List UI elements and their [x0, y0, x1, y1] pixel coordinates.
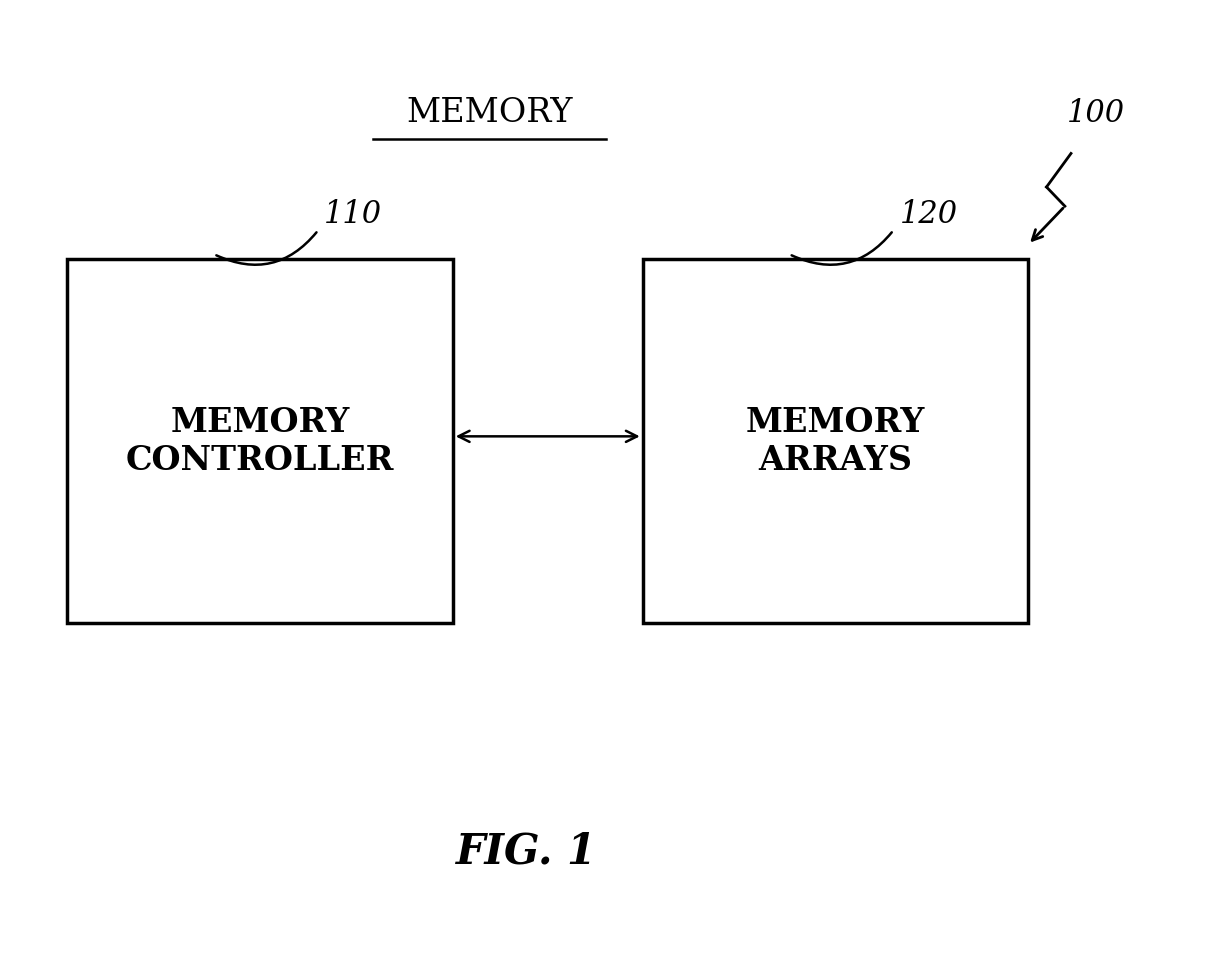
- Text: 120: 120: [900, 199, 957, 230]
- Text: FIG. 1: FIG. 1: [455, 830, 597, 873]
- Text: MEMORY: MEMORY: [406, 98, 573, 129]
- Text: MEMORY
ARRAYS: MEMORY ARRAYS: [745, 406, 925, 477]
- Text: 110: 110: [324, 199, 382, 230]
- Text: MEMORY
CONTROLLER: MEMORY CONTROLLER: [126, 406, 394, 477]
- Bar: [643, 259, 1028, 623]
- Text: 100: 100: [1066, 99, 1125, 129]
- Bar: [67, 259, 453, 623]
